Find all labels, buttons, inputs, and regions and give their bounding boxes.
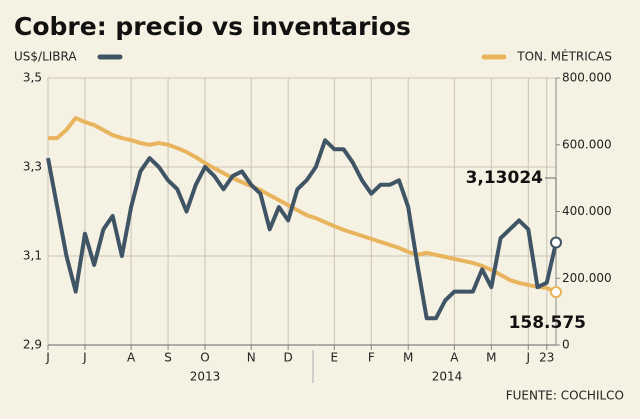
x-tick-label: E (331, 351, 339, 365)
y2-tick-label: 0 (562, 338, 570, 352)
y2-tick-label: 600.000 (562, 137, 612, 151)
end-marker (550, 236, 562, 249)
x-tick-label: S (164, 351, 172, 365)
x-tick-label: M (403, 351, 413, 365)
series-line (46, 138, 558, 321)
series-line (48, 116, 557, 294)
source: FUENTE: COCHILCO (506, 389, 624, 403)
y2-tick-label: 200.000 (562, 271, 612, 285)
x-tick-label: 23 (539, 351, 554, 365)
year-label: 2013 (190, 370, 221, 384)
y-axis-label: US$/LIBRA (14, 50, 77, 64)
y2-tick-label: 800.000 (562, 71, 612, 85)
x-tick-label: A (450, 351, 459, 365)
x-tick-label: J (45, 351, 50, 365)
x-tick-label: M (486, 351, 496, 365)
y-tick-label: 2,9 (23, 338, 42, 352)
x-tick-label: F (368, 351, 375, 365)
x-tick-label: O (200, 351, 209, 365)
x-tick-label: D (284, 351, 293, 365)
y-tick-label: 3,1 (23, 249, 42, 263)
year-label: 2014 (432, 370, 463, 384)
chart-title: Cobre: precio vs inventarios (14, 12, 411, 41)
x-tick-label: J (526, 351, 531, 365)
data-label: 158.575 (509, 313, 586, 333)
x-tick-label: J (82, 351, 87, 365)
y2-axis-label: TON. MÉTRICAS (516, 49, 612, 64)
data-label: 3,13024 (466, 168, 544, 188)
x-tick-label: N (247, 351, 256, 365)
y-tick-label: 3,3 (23, 160, 42, 174)
y-tick-label: 3,5 (23, 71, 42, 85)
y2-tick-label: 400.000 (562, 204, 612, 218)
end-marker (550, 286, 562, 299)
x-tick-label: A (127, 351, 136, 365)
